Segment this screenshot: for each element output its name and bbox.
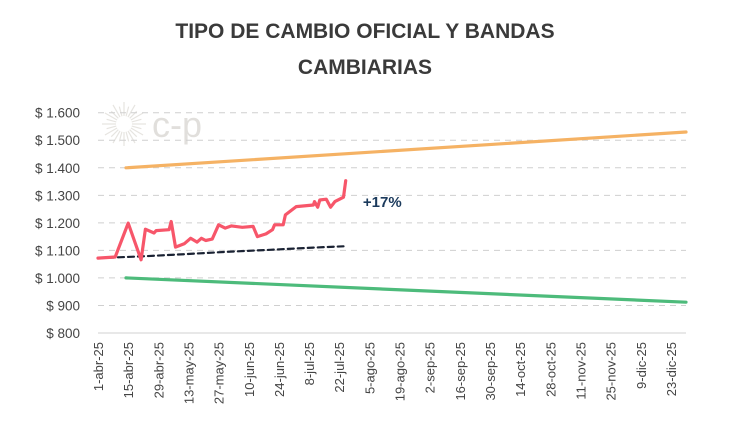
x-tick-label: 2-sep-25: [423, 342, 438, 393]
x-tick-label: 24-jun-25: [272, 342, 287, 397]
sunburst-ray: [129, 129, 138, 138]
x-tick-label: 16-sep-25: [453, 342, 468, 401]
y-tick-label: $ 1.400: [35, 161, 80, 176]
x-tick-label: 5-ago-25: [362, 342, 377, 394]
annotation-label: +17%: [363, 194, 402, 211]
x-tick-label: 15-abr-25: [121, 342, 136, 398]
x-tick-label: 11-nov-25: [573, 342, 588, 400]
sunburst-ray: [125, 131, 130, 142]
x-tick-label: 10-jun-25: [242, 342, 257, 397]
series-tipo-de-cambio-oficial: [96, 179, 348, 262]
x-tick-label: 13-may-25: [181, 342, 196, 404]
sunburst-ray: [110, 129, 119, 138]
x-tick-label: 23-dic-25: [664, 342, 679, 396]
sunburst-ray: [127, 130, 136, 144]
sunburst-ray: [112, 130, 121, 144]
sunburst-icon: [102, 102, 146, 146]
series-banda-superior: [124, 130, 688, 170]
y-tick-label: $ 1.300: [35, 188, 80, 203]
sunburst-ray: [106, 125, 117, 130]
x-tick-label: 14-oct-25: [513, 342, 528, 397]
sunburst-ray: [118, 131, 123, 142]
sunburst-ray: [131, 118, 142, 123]
x-tick-label: 8-jul-25: [302, 342, 317, 385]
x-tick-label: 30-sep-25: [483, 342, 498, 401]
x-tick-label: 9-dic-25: [634, 342, 649, 389]
svg-text:c-p: c-p: [152, 104, 202, 145]
series-banda-inferior: [124, 276, 688, 304]
x-tick-label: 28-oct-25: [543, 342, 558, 397]
x-tick-label: 22-jul-25: [332, 342, 347, 393]
sunburst-ray: [104, 112, 118, 121]
sunburst-ray: [130, 127, 144, 136]
sunburst-ray: [112, 104, 121, 118]
x-tick-label: 19-ago-25: [393, 342, 408, 401]
y-tick-label: $ 1.500: [35, 133, 80, 148]
sunburst-ray: [130, 112, 144, 121]
chart-title: TIPO DE CAMBIO OFICIAL Y BANDAS CAMBIARI…: [0, 14, 730, 86]
y-tick-label: $ 1.200: [35, 216, 80, 231]
x-tick-label: 27-may-25: [212, 342, 227, 404]
y-tick-label: $ 900: [46, 298, 80, 313]
series-tendencia: [96, 245, 345, 260]
cp-logo-watermark: c-p: [102, 102, 202, 146]
sunburst-ray: [125, 106, 130, 117]
x-tick-label: 25-nov-25: [604, 342, 619, 401]
x-tick-label: 1-abr-25: [91, 342, 106, 391]
y-tick-label: $ 1.000: [35, 271, 80, 286]
chart-title-line-1: TIPO DE CAMBIO OFICIAL Y BANDAS: [175, 20, 555, 43]
sunburst-ray: [118, 106, 123, 117]
sunburst-ray: [106, 118, 117, 123]
sunburst-ray: [131, 125, 142, 130]
y-tick-label: $ 800: [46, 326, 80, 341]
chart-title-line-2: CAMBIARIAS: [297, 56, 433, 79]
y-tick-label: $ 1.100: [35, 243, 80, 258]
sunburst-ray: [104, 127, 118, 136]
x-tick-label: 29-abr-25: [151, 342, 166, 398]
sunburst-ray: [127, 104, 136, 118]
y-tick-label: $ 1.600: [35, 106, 80, 121]
